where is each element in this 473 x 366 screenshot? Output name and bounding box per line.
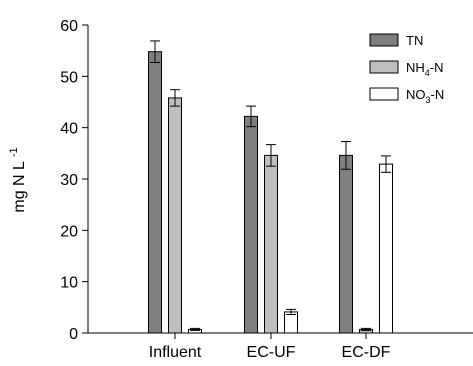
y-tick-label: 40 (60, 121, 78, 138)
y-axis: 0 10 20 30 40 50 60 (60, 18, 89, 343)
legend-label-main: NH (406, 60, 425, 75)
x-tick-label: Influent (149, 344, 202, 361)
legend-swatch (369, 33, 399, 47)
legend-label-subscript: 4 (425, 68, 430, 78)
bar (148, 51, 162, 334)
legend-label: NH4-N (406, 60, 444, 78)
y-tick-label: 10 (60, 275, 78, 292)
bar (379, 163, 393, 334)
legend-label: NO3-N (406, 87, 444, 105)
bar (168, 97, 182, 334)
legend-swatch (369, 60, 399, 74)
y-tick-label: 20 (60, 223, 78, 240)
x-tick-label: EC-UF (247, 344, 296, 361)
y-tick-label: 60 (60, 18, 78, 35)
y-axis-title-superscript: -1 (8, 147, 20, 157)
legend-label-main: NO (406, 87, 426, 102)
bar (264, 154, 278, 334)
legend-label-rest: -N (431, 87, 445, 102)
y-tick-label: 30 (60, 172, 78, 189)
bar (244, 115, 258, 334)
bar (284, 311, 298, 334)
bar-series (148, 40, 393, 334)
bar (339, 154, 353, 334)
x-tick-label: EC-DF (342, 344, 391, 361)
y-axis-title: mg N L -1 (8, 147, 28, 212)
legend-label: TN (406, 33, 423, 48)
legend-label-rest: -N (430, 60, 444, 75)
x-axis: Influent EC-UF EC-DF (88, 332, 473, 361)
legend-label-subscript: 3 (426, 95, 431, 105)
y-tick-label: 0 (69, 326, 78, 343)
y-axis-title-main: mg N L (11, 161, 28, 213)
legend-swatch (369, 87, 399, 101)
y-tick-label: 50 (60, 69, 78, 86)
